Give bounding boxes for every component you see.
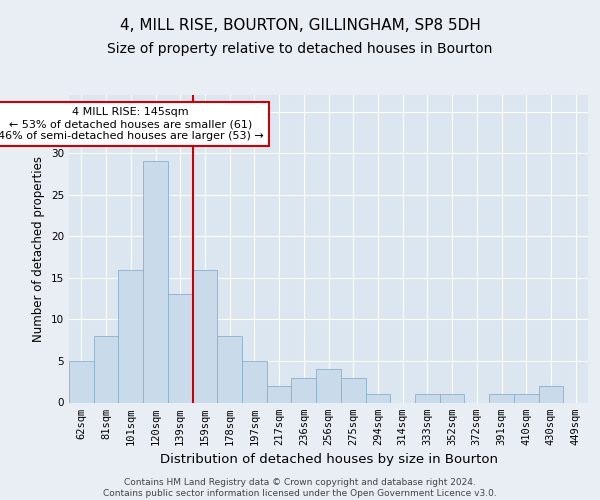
Y-axis label: Number of detached properties: Number of detached properties bbox=[32, 156, 46, 342]
Bar bbox=[69, 361, 94, 403]
Bar bbox=[242, 361, 267, 403]
Bar bbox=[539, 386, 563, 402]
Text: 4, MILL RISE, BOURTON, GILLINGHAM, SP8 5DH: 4, MILL RISE, BOURTON, GILLINGHAM, SP8 5… bbox=[119, 18, 481, 32]
Bar bbox=[143, 162, 168, 402]
Bar bbox=[365, 394, 390, 402]
Bar bbox=[292, 378, 316, 402]
Bar bbox=[415, 394, 440, 402]
Bar bbox=[193, 270, 217, 402]
Bar bbox=[489, 394, 514, 402]
Bar bbox=[94, 336, 118, 402]
Bar bbox=[168, 294, 193, 403]
Text: Contains HM Land Registry data © Crown copyright and database right 2024.
Contai: Contains HM Land Registry data © Crown c… bbox=[103, 478, 497, 498]
Bar bbox=[217, 336, 242, 402]
Bar bbox=[118, 270, 143, 402]
Text: Size of property relative to detached houses in Bourton: Size of property relative to detached ho… bbox=[107, 42, 493, 56]
Bar bbox=[341, 378, 365, 402]
Bar bbox=[514, 394, 539, 402]
Bar bbox=[316, 370, 341, 402]
Bar bbox=[267, 386, 292, 402]
Bar bbox=[440, 394, 464, 402]
X-axis label: Distribution of detached houses by size in Bourton: Distribution of detached houses by size … bbox=[160, 453, 497, 466]
Text: 4 MILL RISE: 145sqm
← 53% of detached houses are smaller (61)
46% of semi-detach: 4 MILL RISE: 145sqm ← 53% of detached ho… bbox=[0, 108, 263, 140]
